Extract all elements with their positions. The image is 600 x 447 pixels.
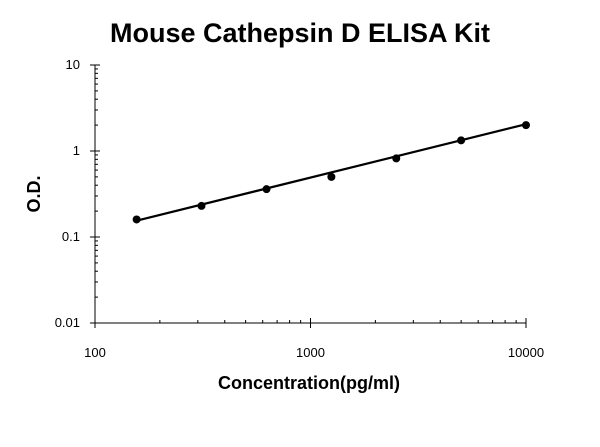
data-point [457, 136, 466, 145]
y-axis-title: O.D. [24, 175, 44, 212]
data-points [132, 121, 530, 224]
y-tick-label: 0.1 [62, 229, 80, 244]
x-tick-label: 10000 [508, 345, 544, 360]
chart-ticks: 0.01 0.1 1 10 100 1000 10000 [55, 57, 544, 360]
trendline [136, 123, 527, 222]
data-point [327, 172, 336, 181]
y-tick-label: 10 [66, 57, 80, 72]
trendline-group [136, 123, 527, 222]
x-tick-label: 1000 [296, 345, 325, 360]
y-tick-label: 0.01 [55, 315, 80, 330]
chart-axes [94, 65, 526, 324]
x-axis-title: Concentration(pg/ml) [218, 373, 400, 393]
data-point [132, 215, 141, 224]
data-point [522, 121, 530, 130]
chart-title: Mouse Cathepsin D ELISA Kit [109, 18, 491, 48]
data-point [197, 201, 206, 210]
data-point [262, 185, 271, 194]
x-tick-label: 100 [84, 345, 106, 360]
y-tick-label: 1 [73, 143, 80, 158]
data-point [392, 154, 401, 163]
